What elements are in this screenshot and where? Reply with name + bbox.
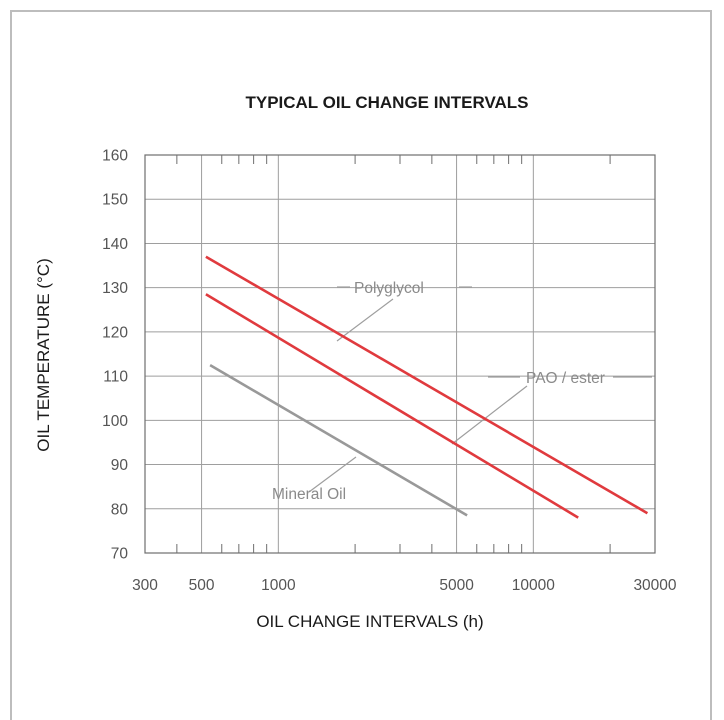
y-tick-label: 80 (111, 501, 129, 518)
y-tick-label: 100 (102, 413, 128, 430)
y-tick-label: 140 (102, 236, 128, 253)
y-tick-label: 130 (102, 280, 128, 297)
x-tick-label: 1000 (261, 577, 296, 594)
chart-title: TYPICAL OIL CHANGE INTERVALS (245, 93, 528, 112)
y-tick-labels: 70 80 90 100 110 120 130 140 150 160 (102, 148, 128, 563)
x-tick-label: 500 (189, 577, 215, 594)
y-tick-label: 70 (111, 546, 129, 563)
annotation-leaders (308, 286, 652, 493)
y-tick-label: 160 (102, 148, 128, 165)
y-tick-label: 120 (102, 324, 128, 341)
leader-polyglycol (336, 298, 394, 342)
x-tick-label: 5000 (439, 577, 474, 594)
y-tick-label: 110 (103, 369, 128, 386)
x-axis-label: OIL CHANGE INTERVALS (h) (256, 612, 483, 631)
annotation-polyglycol: Polyglycol (354, 280, 424, 297)
y-tick-label: 90 (111, 457, 129, 474)
series-lines (205, 255, 649, 519)
x-tick-labels: 300 500 1000 5000 10000 30000 (132, 577, 677, 594)
chart-frame (10, 10, 712, 720)
annotation-mineral-oil: Mineral Oil (272, 486, 346, 503)
plot-area (144, 154, 656, 554)
y-tick-label: 150 (102, 192, 128, 209)
series-line-polyglycol (205, 255, 649, 515)
annotation-pao-ester: PAO / ester (526, 370, 605, 387)
leader-mineral-oil (308, 456, 357, 493)
minor-ticks (176, 155, 611, 553)
leader-pao-ester (451, 385, 528, 445)
series-line-mineral-oil (209, 363, 468, 517)
x-tick-label: 30000 (633, 577, 676, 594)
x-tick-label: 10000 (512, 577, 555, 594)
y-axis-label: OIL TEMPERATURE (°C) (34, 258, 53, 452)
grid (145, 155, 655, 553)
x-tick-label: 300 (132, 577, 158, 594)
series-line-pao-ester (205, 293, 579, 519)
